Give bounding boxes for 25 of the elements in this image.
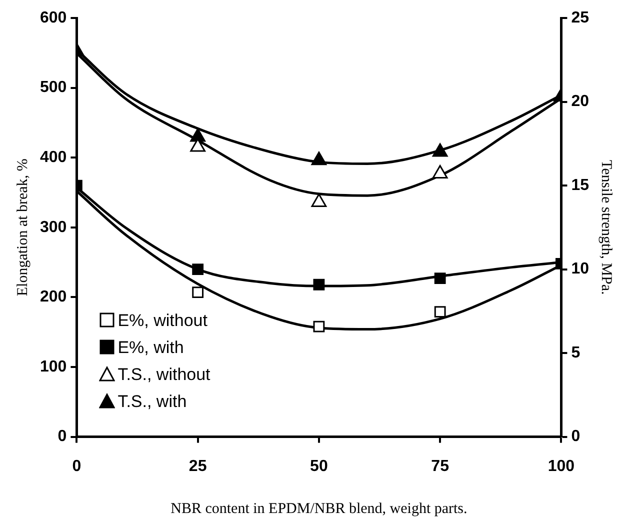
y2-tick-label: 15 [571, 176, 590, 194]
y-axis-title: Elongation at break, % [14, 158, 31, 296]
x-tick-label: 50 [310, 458, 328, 475]
x-tick-label: 25 [188, 458, 207, 475]
legend-label: T.S., without [118, 364, 210, 386]
y2-tick-label: 25 [571, 9, 590, 26]
y-tick-label: 400 [40, 149, 67, 166]
y2-tick-label: 10 [571, 260, 590, 278]
legend-label: T.S., with [118, 390, 187, 413]
y-tick-label: 0 [58, 428, 67, 446]
y-tick-label: 600 [40, 9, 67, 26]
y-tick-label: 200 [40, 288, 67, 306]
y2-tick-label: 5 [571, 344, 580, 362]
y-tick-label: 300 [40, 218, 67, 236]
legend-label: E%, with [118, 336, 184, 359]
x-tick-label: 75 [431, 458, 450, 475]
legend-label: E%, without [118, 310, 208, 332]
y2-tick-label: 0 [571, 428, 580, 446]
y-tick-label: 500 [40, 79, 67, 96]
y-tick-label: 100 [40, 358, 67, 376]
x-tick-label: 100 [548, 458, 575, 475]
x-tick-label: 0 [72, 458, 82, 475]
y2-tick-label: 20 [571, 93, 590, 110]
y2-axis-title: Tensile strength, MPa. [598, 160, 614, 295]
x-axis-title: NBR content in EPDM/NBR blend, weight parts. [170, 500, 468, 517]
